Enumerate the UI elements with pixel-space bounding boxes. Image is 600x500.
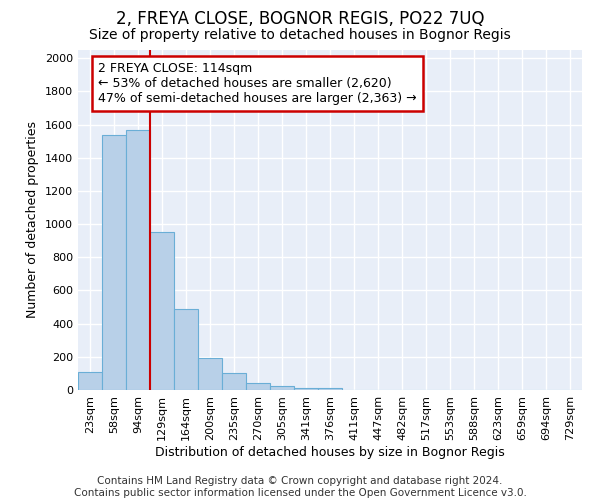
X-axis label: Distribution of detached houses by size in Bognor Regis: Distribution of detached houses by size …: [155, 446, 505, 458]
Bar: [126, 130, 150, 390]
Bar: [150, 232, 174, 390]
Text: Size of property relative to detached houses in Bognor Regis: Size of property relative to detached ho…: [89, 28, 511, 42]
Y-axis label: Number of detached properties: Number of detached properties: [26, 122, 40, 318]
Text: 2 FREYA CLOSE: 114sqm
← 53% of detached houses are smaller (2,620)
47% of semi-d: 2 FREYA CLOSE: 114sqm ← 53% of detached …: [98, 62, 417, 105]
Text: 2, FREYA CLOSE, BOGNOR REGIS, PO22 7UQ: 2, FREYA CLOSE, BOGNOR REGIS, PO22 7UQ: [116, 10, 484, 28]
Bar: [270, 386, 294, 390]
Bar: [222, 374, 246, 390]
Bar: [102, 134, 126, 390]
Bar: [246, 384, 270, 390]
Bar: [78, 372, 102, 390]
Bar: [174, 308, 198, 390]
Bar: [294, 388, 318, 390]
Bar: [198, 358, 222, 390]
Text: Contains HM Land Registry data © Crown copyright and database right 2024.
Contai: Contains HM Land Registry data © Crown c…: [74, 476, 526, 498]
Bar: [318, 388, 342, 390]
